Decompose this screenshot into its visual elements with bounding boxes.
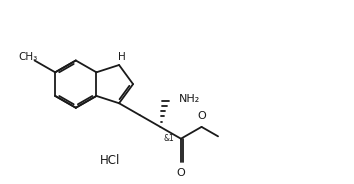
Text: HCl: HCl <box>100 154 121 167</box>
Text: H: H <box>118 52 126 62</box>
Text: NH₂: NH₂ <box>179 94 200 104</box>
Text: O: O <box>177 168 185 178</box>
Text: &1: &1 <box>163 134 174 143</box>
Text: CH₃: CH₃ <box>18 52 37 61</box>
Text: O: O <box>197 111 206 121</box>
